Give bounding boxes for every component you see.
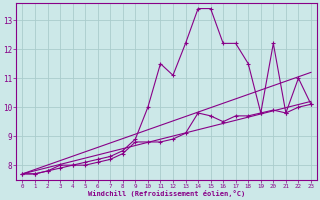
X-axis label: Windchill (Refroidissement éolien,°C): Windchill (Refroidissement éolien,°C): [88, 190, 245, 197]
